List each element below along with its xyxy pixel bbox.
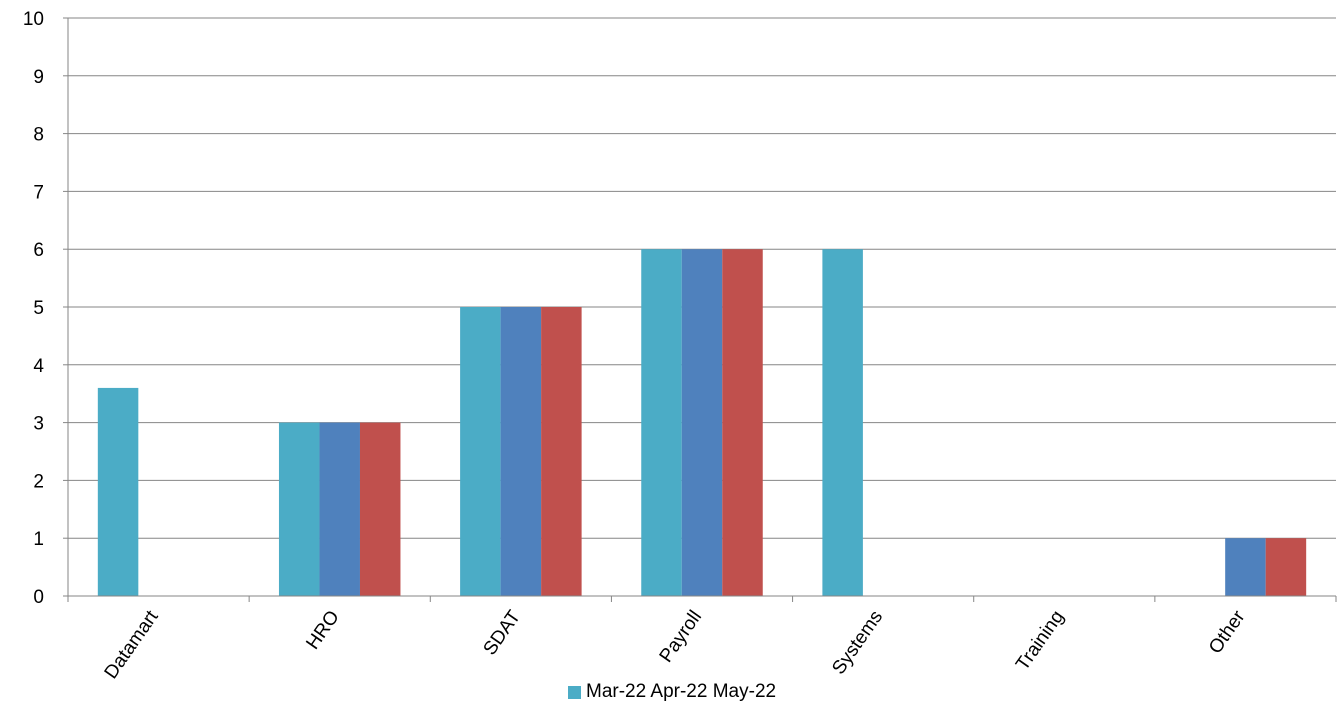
bar-mar-22-systems <box>822 249 863 596</box>
y-tick-label: 4 <box>33 356 44 377</box>
y-tick-label: 6 <box>33 240 44 261</box>
bar-may-22-other <box>1265 538 1307 596</box>
y-tick-label: 10 <box>23 9 44 30</box>
x-category-label: SDAT <box>479 607 525 660</box>
bar-mar-22-hro <box>278 422 320 596</box>
bar-mar-22-payroll <box>641 249 682 596</box>
legend-text: Mar-22 Apr-22 May-22 <box>586 681 777 702</box>
y-tick-label: 5 <box>33 298 44 319</box>
bar-may-22-payroll <box>722 249 763 596</box>
bar-may-22-sdat <box>541 307 582 596</box>
y-tick-label: 3 <box>33 414 44 435</box>
y-tick-label: 0 <box>33 587 44 608</box>
legend-swatch <box>568 685 581 699</box>
axis-labels: 0 1 2 3 4 5 6 7 8 9 10 Datamart HRO SDAT Payroll System… <box>23 9 1250 683</box>
x-category-label: Other <box>1205 606 1250 658</box>
x-category-label: Training <box>1012 607 1068 675</box>
y-tick-label: 9 <box>33 67 44 88</box>
bar-apr-22-other <box>1225 538 1266 596</box>
bar-may-22-hro <box>359 422 401 596</box>
legend: Mar-22 Apr-22 May-22 <box>568 680 776 704</box>
x-category-label: Payroll <box>656 607 707 667</box>
y-tick-label: 1 <box>33 529 44 550</box>
axes <box>63 17 1337 602</box>
y-tick-label: 8 <box>33 125 44 146</box>
bar-apr-22-hro <box>319 422 360 596</box>
bars <box>97 249 1307 596</box>
bar-mar-22-sdat <box>460 307 501 596</box>
x-category-label: HRO <box>302 607 343 654</box>
bar-apr-22-sdat <box>500 307 542 596</box>
y-tick-label: 2 <box>33 471 44 492</box>
x-category-label: Datamart <box>101 606 163 683</box>
bar-apr-22-payroll <box>681 249 723 596</box>
y-tick-label: 7 <box>33 182 44 203</box>
x-category-label: Systems <box>828 607 887 679</box>
bar-mar-22-datamart <box>97 387 139 596</box>
